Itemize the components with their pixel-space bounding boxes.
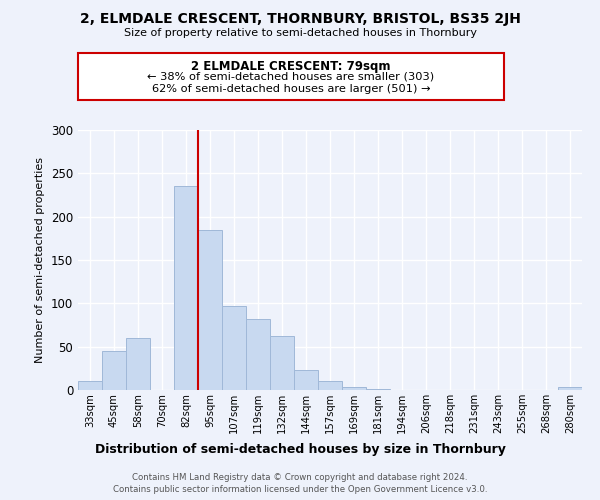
Bar: [246, 319, 270, 390]
Text: Contains public sector information licensed under the Open Government Licence v3: Contains public sector information licen…: [113, 485, 487, 494]
Bar: [78, 382, 102, 390]
Text: ← 38% of semi-detached houses are smaller (303): ← 38% of semi-detached houses are smalle…: [148, 72, 434, 82]
Bar: [270, 336, 294, 390]
Bar: [318, 382, 342, 390]
Bar: [174, 186, 198, 390]
Bar: [558, 388, 582, 390]
Text: Contains HM Land Registry data © Crown copyright and database right 2024.: Contains HM Land Registry data © Crown c…: [132, 472, 468, 482]
Bar: [294, 370, 318, 390]
Bar: [102, 351, 126, 390]
Bar: [222, 306, 246, 390]
Text: 62% of semi-detached houses are larger (501) →: 62% of semi-detached houses are larger (…: [152, 84, 430, 94]
Text: 2 ELMDALE CRESCENT: 79sqm: 2 ELMDALE CRESCENT: 79sqm: [191, 60, 391, 73]
Y-axis label: Number of semi-detached properties: Number of semi-detached properties: [35, 157, 46, 363]
Bar: [342, 388, 366, 390]
Text: 2, ELMDALE CRESCENT, THORNBURY, BRISTOL, BS35 2JH: 2, ELMDALE CRESCENT, THORNBURY, BRISTOL,…: [80, 12, 520, 26]
Text: Distribution of semi-detached houses by size in Thornbury: Distribution of semi-detached houses by …: [95, 442, 505, 456]
Text: Size of property relative to semi-detached houses in Thornbury: Size of property relative to semi-detach…: [124, 28, 476, 38]
Bar: [198, 230, 222, 390]
Bar: [126, 338, 150, 390]
Bar: [366, 389, 390, 390]
